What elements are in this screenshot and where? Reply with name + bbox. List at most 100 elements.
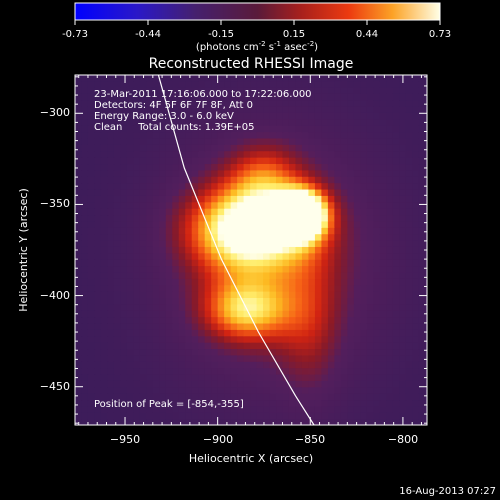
heatmap-cell bbox=[81, 131, 89, 139]
heatmap-cell bbox=[392, 93, 400, 101]
heatmap-cell bbox=[347, 99, 355, 107]
heatmap-cell bbox=[139, 176, 147, 184]
heatmap-cell bbox=[399, 259, 407, 267]
heatmap-cell bbox=[243, 252, 251, 260]
heatmap-cell bbox=[165, 182, 173, 190]
heatmap-cell bbox=[224, 188, 232, 196]
heatmap-cell bbox=[107, 150, 115, 158]
heatmap-cell bbox=[139, 118, 147, 126]
heatmap-cell bbox=[250, 329, 258, 337]
heatmap-cell bbox=[146, 393, 154, 401]
heatmap-cell bbox=[94, 386, 102, 394]
heatmap-cell bbox=[224, 412, 232, 420]
heatmap-cell bbox=[87, 182, 96, 190]
heatmap-cell bbox=[172, 393, 180, 401]
heatmap-cell bbox=[217, 239, 225, 247]
heatmap-cell bbox=[269, 163, 277, 171]
heatmap-cell bbox=[113, 105, 121, 113]
heatmap-cell bbox=[392, 239, 400, 247]
heatmap-cell bbox=[152, 105, 160, 113]
heatmap-cell bbox=[366, 131, 374, 139]
heatmap-cell bbox=[263, 291, 271, 298]
heatmap-cell bbox=[120, 386, 128, 394]
heatmap-cell bbox=[204, 354, 212, 362]
heatmap-cell bbox=[165, 265, 173, 273]
heatmap-cell bbox=[126, 386, 134, 394]
heatmap-cell bbox=[340, 80, 348, 88]
heatmap-cell bbox=[386, 233, 394, 241]
heatmap-cell bbox=[425, 284, 427, 292]
heatmap-cell bbox=[172, 405, 180, 413]
heatmap-cell bbox=[412, 195, 420, 203]
heatmap-cell bbox=[412, 105, 420, 113]
heatmap-cell bbox=[321, 393, 329, 401]
heatmap-cell bbox=[418, 150, 426, 158]
heatmap-cell bbox=[198, 278, 206, 286]
heatmap-cell bbox=[263, 144, 271, 152]
heatmap-cell bbox=[133, 233, 141, 241]
heatmap-cell bbox=[392, 354, 400, 362]
heatmap-cell bbox=[139, 220, 147, 228]
heatmap-cell bbox=[425, 265, 427, 273]
heatmap-cell bbox=[379, 176, 387, 184]
heatmap-cell bbox=[276, 144, 284, 152]
heatmap-cell bbox=[392, 297, 400, 305]
heatmap-cell bbox=[314, 380, 322, 388]
heatmap-cell bbox=[139, 259, 147, 267]
heatmap-cell bbox=[334, 208, 342, 216]
heatmap-cell bbox=[379, 169, 387, 177]
heatmap-cell bbox=[269, 239, 277, 247]
heatmap-cell bbox=[425, 405, 427, 413]
heatmap-cell bbox=[314, 131, 322, 139]
heatmap-cell bbox=[340, 99, 348, 107]
heatmap-cell bbox=[412, 233, 420, 241]
heatmap-cell bbox=[347, 399, 355, 407]
heatmap-cell bbox=[87, 373, 96, 381]
heatmap-cell bbox=[107, 278, 115, 286]
heatmap-cell bbox=[146, 316, 154, 324]
heatmap-cell bbox=[399, 412, 407, 420]
heatmap-cell bbox=[256, 137, 264, 145]
heatmap-cell bbox=[256, 99, 264, 107]
heatmap-cell bbox=[159, 125, 167, 133]
heatmap-cell bbox=[126, 373, 134, 381]
heatmap-cell bbox=[237, 75, 245, 82]
heatmap-cell bbox=[81, 291, 89, 298]
heatmap-cell bbox=[211, 131, 219, 139]
heatmap-cell bbox=[204, 112, 212, 120]
heatmap-cell bbox=[243, 125, 251, 133]
heatmap-cell bbox=[314, 150, 322, 158]
heatmap-cell bbox=[198, 386, 206, 394]
heatmap-cell bbox=[100, 252, 109, 260]
heatmap-cell bbox=[334, 105, 342, 113]
heatmap-cell bbox=[75, 418, 83, 425]
heatmap-cell bbox=[224, 393, 232, 401]
heatmap-cell bbox=[152, 348, 160, 356]
heatmap-cell bbox=[204, 80, 212, 88]
x-tick-label: −900 bbox=[203, 433, 233, 446]
heatmap-cell bbox=[276, 188, 284, 196]
heatmap-cell bbox=[217, 310, 225, 318]
heatmap-cell bbox=[405, 348, 413, 356]
heatmap-cell bbox=[75, 361, 83, 369]
heatmap-cell bbox=[237, 278, 245, 286]
heatmap-cell bbox=[100, 348, 109, 356]
heatmap-cell bbox=[379, 259, 387, 267]
heatmap-cell bbox=[301, 169, 310, 177]
heatmap-cell bbox=[107, 329, 115, 337]
heatmap-cell bbox=[347, 284, 355, 292]
heatmap-cell bbox=[392, 386, 400, 394]
heatmap-cell bbox=[178, 252, 186, 260]
heatmap-cell bbox=[185, 354, 193, 362]
heatmap-cell bbox=[100, 163, 109, 171]
heatmap-cell bbox=[139, 284, 147, 292]
heatmap-cell bbox=[191, 335, 199, 343]
heatmap-cell bbox=[237, 316, 245, 324]
heatmap-cell bbox=[314, 118, 322, 126]
heatmap-cell bbox=[237, 380, 245, 388]
heatmap-cell bbox=[386, 99, 394, 107]
heatmap-cell bbox=[237, 118, 245, 126]
heatmap-cell bbox=[94, 335, 102, 343]
heatmap-cell bbox=[347, 354, 355, 362]
heatmap-cell bbox=[237, 303, 245, 311]
